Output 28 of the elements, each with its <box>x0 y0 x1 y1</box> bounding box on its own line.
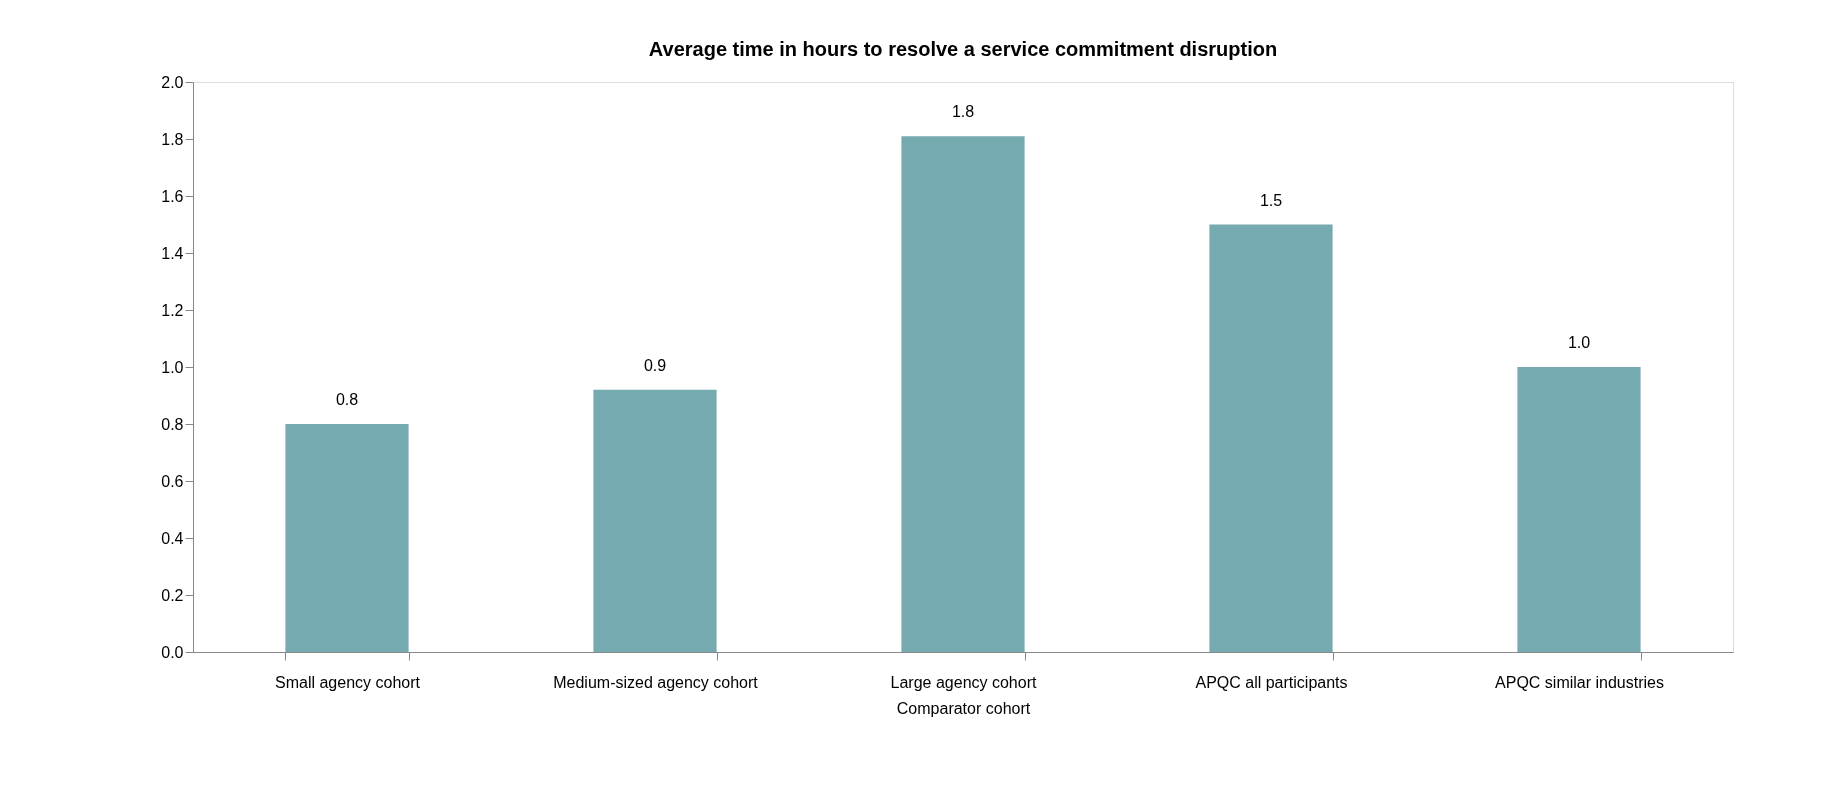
bar <box>901 136 1025 652</box>
bar <box>1209 224 1333 652</box>
bar <box>1517 367 1641 652</box>
data-label: 1.8 <box>951 103 975 121</box>
x-axis-title: Comparator cohort <box>896 699 1031 717</box>
x-tick-label: Small agency cohort <box>275 673 421 691</box>
bar <box>593 389 717 652</box>
chart-title: Average time in hours to resolve a service commitment disruption <box>648 38 1278 60</box>
y-tick-label: 0.6 <box>161 472 184 490</box>
y-tick-label: 1.6 <box>161 187 184 205</box>
x-tick-label: APQC all participants <box>1195 673 1348 691</box>
data-label: 1.0 <box>1567 334 1591 351</box>
y-tick-label: 1.2 <box>161 301 184 319</box>
y-tick-label: 0.0 <box>161 643 184 661</box>
y-tick-label: 0.4 <box>161 529 184 547</box>
data-label: 1.5 <box>1259 191 1283 209</box>
y-tick-label: 2.0 <box>161 73 184 91</box>
data-label: 0.8 <box>335 391 359 408</box>
y-tick-label: 1.0 <box>161 358 184 376</box>
y-tick-label: 0.8 <box>161 415 184 433</box>
y-tick-label: 1.8 <box>161 130 184 148</box>
x-tick-label: Medium-sized agency cohort <box>553 673 759 691</box>
y-tick-label: 1.4 <box>161 244 184 262</box>
x-tick-label: APQC similar industries <box>1495 673 1664 691</box>
x-tick-label: Large agency cohort <box>890 673 1037 691</box>
bar <box>285 424 409 652</box>
data-label: 0.9 <box>643 356 667 374</box>
y-tick-label: 0.2 <box>161 586 184 604</box>
